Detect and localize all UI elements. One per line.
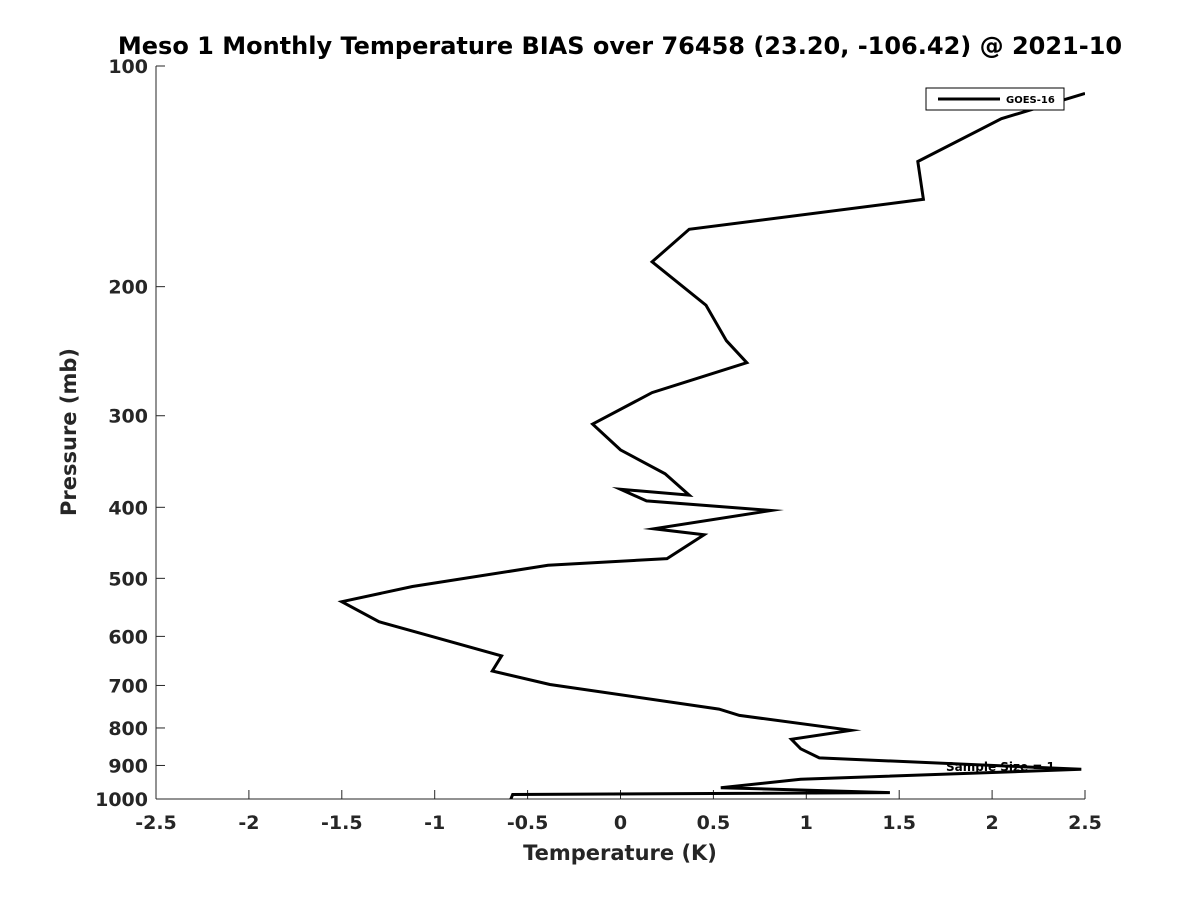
y-tick-label: 600 [108, 626, 148, 648]
y-axis: 100 200 300 400 500 600 700 800 900 1000 [95, 56, 165, 811]
x-tick-label: -2.5 [135, 812, 177, 834]
x-tick-label: -2 [238, 812, 259, 834]
x-tick-label: 2.5 [1068, 812, 1102, 834]
legend: GOES-16 [925, 87, 1065, 111]
y-tick-label: 500 [108, 568, 148, 590]
series-layer [337, 91, 1085, 799]
chart-title: Meso 1 Monthly Temperature BIAS over 764… [118, 32, 1122, 60]
legend-label-goes-16: GOES-16 [1006, 95, 1055, 106]
y-tick-label: 400 [108, 497, 148, 519]
x-tick-label: 0 [614, 812, 627, 834]
y-tick-label: 100 [108, 56, 148, 78]
x-tick-label: -1.5 [321, 812, 363, 834]
y-tick-label: 800 [108, 718, 148, 740]
x-tick-label: 2 [985, 812, 998, 834]
x-axis-label: Temperature (K) [523, 841, 717, 865]
y-tick-label: 1000 [95, 789, 148, 811]
y-axis-label: Pressure (mb) [57, 348, 81, 516]
series-line-goes-16 [337, 91, 1085, 799]
x-tick-label: 1 [800, 812, 813, 834]
plot-area [156, 66, 1085, 799]
y-tick-label: 200 [108, 277, 148, 299]
x-tick-label: -1 [424, 812, 445, 834]
y-tick-label: 900 [108, 755, 148, 777]
y-tick-label: 300 [108, 406, 148, 428]
x-tick-label: 1.5 [882, 812, 916, 834]
sample-size-annotation: Sample Size = 1 [946, 760, 1055, 774]
x-axis: -2.5 -2 -1.5 -1 -0.5 0 0.5 1 1.5 2 2.5 [135, 790, 1102, 834]
y-tick-label: 700 [108, 675, 148, 697]
x-tick-label: -0.5 [507, 812, 549, 834]
x-tick-label: 0.5 [697, 812, 731, 834]
